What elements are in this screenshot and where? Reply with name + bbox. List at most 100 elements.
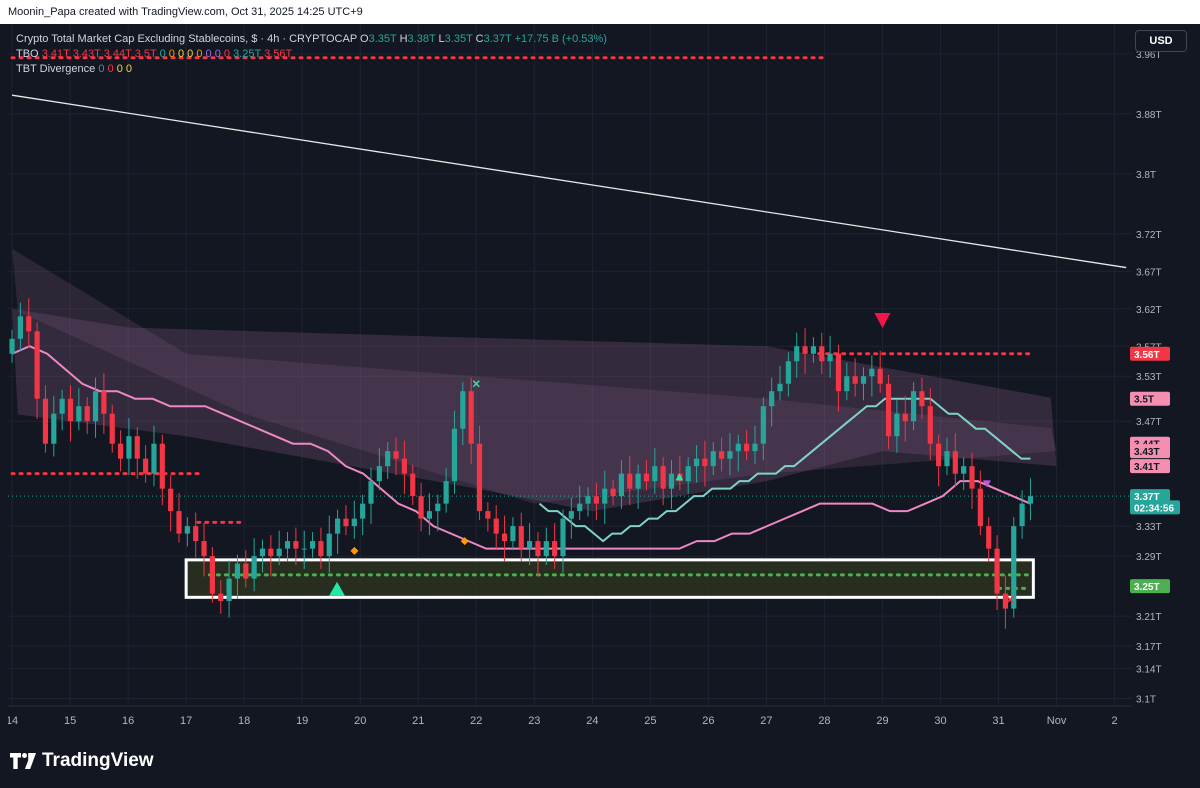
descending-trendline: [11, 94, 1127, 269]
candle-body: [919, 391, 925, 407]
candle-body: [827, 353, 833, 362]
candle-body: [986, 526, 992, 549]
candle-body: [410, 473, 416, 497]
candle-body: [510, 526, 516, 542]
candle-body: [476, 443, 483, 512]
time-axis-tick: 2: [1112, 715, 1118, 727]
tbo-zero: 0: [214, 48, 221, 60]
time-axis-tick: 23: [528, 715, 540, 727]
candle-body: [910, 391, 917, 422]
chart-legend: Crypto Total Market Cap Excluding Stable…: [16, 32, 607, 77]
tbo-value: 3.25T: [233, 48, 261, 60]
candle-body: [443, 481, 449, 504]
currency-button[interactable]: USD: [1135, 30, 1187, 52]
candle-body: [527, 541, 533, 549]
candle-body: [151, 443, 157, 474]
candle-body: [593, 496, 599, 504]
tbo-value: 3.56T: [264, 48, 293, 60]
ohlc-low-label: L: [438, 33, 445, 45]
time-axis-tick: 18: [238, 715, 250, 727]
candle-body: [735, 443, 741, 452]
candle-body: [944, 451, 950, 467]
tbo-value: 3.43T: [72, 48, 101, 60]
candle-body: [268, 548, 274, 557]
ohlc-close-value: 3.37T: [483, 33, 512, 45]
candle-body: [769, 391, 775, 407]
tbo-zero: 0: [223, 48, 230, 60]
time-axis-tick: 22: [470, 715, 482, 727]
candle-body: [485, 511, 491, 519]
tbo-zero: 0: [205, 48, 212, 60]
tradingview-logo-icon: [10, 753, 36, 769]
candle-body: [418, 496, 424, 519]
price-label-bg: [1130, 459, 1170, 474]
tradingview-logo[interactable]: TradingView: [10, 750, 154, 772]
time-axis-tick: 17: [180, 715, 192, 727]
candle-body: [101, 391, 107, 414]
candle-body: [819, 346, 825, 362]
candle-body: [326, 533, 332, 557]
tbo-legend-row[interactable]: TBO 3.41T 3.43T 3.44T 3.5T 0 0 0 0 0 0 0…: [16, 47, 607, 62]
candle-body: [17, 316, 23, 339]
price-label-bg: [1130, 579, 1170, 594]
candle-body: [693, 458, 700, 467]
tbt-legend-row[interactable]: TBT Divergence 0 0 0 0: [16, 62, 607, 77]
candle-body: [585, 496, 591, 504]
candle-body: [234, 563, 241, 579]
tbt-zero: 0: [98, 63, 105, 75]
candle-body: [877, 368, 883, 384]
price-axis-tick: 3.21T: [1136, 612, 1162, 623]
candle-body: [869, 368, 875, 377]
candle-body: [42, 398, 49, 444]
attribution-text: Moonin_Papa created with TradingView.com…: [8, 6, 363, 18]
tbt-zero: 0: [107, 63, 114, 75]
tbo-value: 3.44T: [103, 48, 132, 60]
price-axis-tick: 3.1T: [1136, 695, 1156, 706]
price-chart[interactable]: 3.96T3.88T3.8T3.72T3.67T3.62T3.57T3.53T3…: [8, 24, 1192, 732]
chart-area[interactable]: 3.96T3.88T3.8T3.72T3.67T3.62T3.57T3.53T3…: [8, 24, 1192, 732]
ohlc-low-value: 3.35T: [444, 33, 473, 45]
candle-body: [251, 556, 257, 579]
ohlc-high-value: 3.38T: [407, 33, 436, 45]
tbt-name: TBT Divergence: [16, 63, 96, 75]
buy-signal-triangle: [329, 581, 346, 596]
price-axis-tick: 3.8T: [1136, 170, 1156, 181]
price-axis-tick: 3.47T: [1136, 417, 1162, 428]
candle-body: [243, 563, 249, 579]
price-axis-tick: 3.96T: [1136, 50, 1162, 61]
time-axis-tick: 31: [992, 715, 1004, 727]
candle-body: [26, 316, 32, 332]
tbo-zero: 0: [168, 48, 175, 60]
price-axis-tick: 3.88T: [1136, 110, 1162, 121]
candle-body: [276, 548, 282, 557]
symbol-legend-row[interactable]: Crypto Total Market Cap Excluding Stable…: [16, 32, 607, 47]
candle-body: [802, 346, 808, 354]
sell-signal-triangle: [874, 313, 891, 329]
candle-body: [727, 451, 733, 459]
time-axis-tick: 25: [644, 715, 656, 727]
candle-body: [84, 406, 90, 422]
candle-body: [435, 503, 441, 512]
diamond-signal: [350, 546, 359, 555]
candle-body: [952, 451, 958, 474]
time-axis-tick: 20: [354, 715, 366, 727]
ohlc-high-label: H: [399, 33, 408, 45]
symbol-title: Crypto Total Market Cap Excluding Stable…: [16, 33, 357, 45]
time-axis-tick: 28: [818, 715, 830, 727]
tbo-zero: 0: [187, 48, 194, 60]
candle-body: [810, 346, 817, 354]
candle-body: [9, 338, 15, 354]
time-axis-tick: 21: [412, 715, 424, 727]
candle-body: [894, 413, 900, 437]
candle-body: [535, 541, 541, 557]
cross-signal: [472, 380, 480, 388]
candle-body: [652, 466, 658, 482]
price-axis-tick: 3.72T: [1136, 230, 1162, 241]
candle-body: [936, 443, 942, 467]
tbo-zero: 0: [196, 48, 203, 60]
candle-body: [760, 406, 766, 444]
candle-body: [1011, 526, 1017, 609]
candle-body: [51, 413, 57, 444]
candle-body: [493, 518, 499, 534]
price-change: +17.75 B (+0.53%): [514, 33, 607, 45]
